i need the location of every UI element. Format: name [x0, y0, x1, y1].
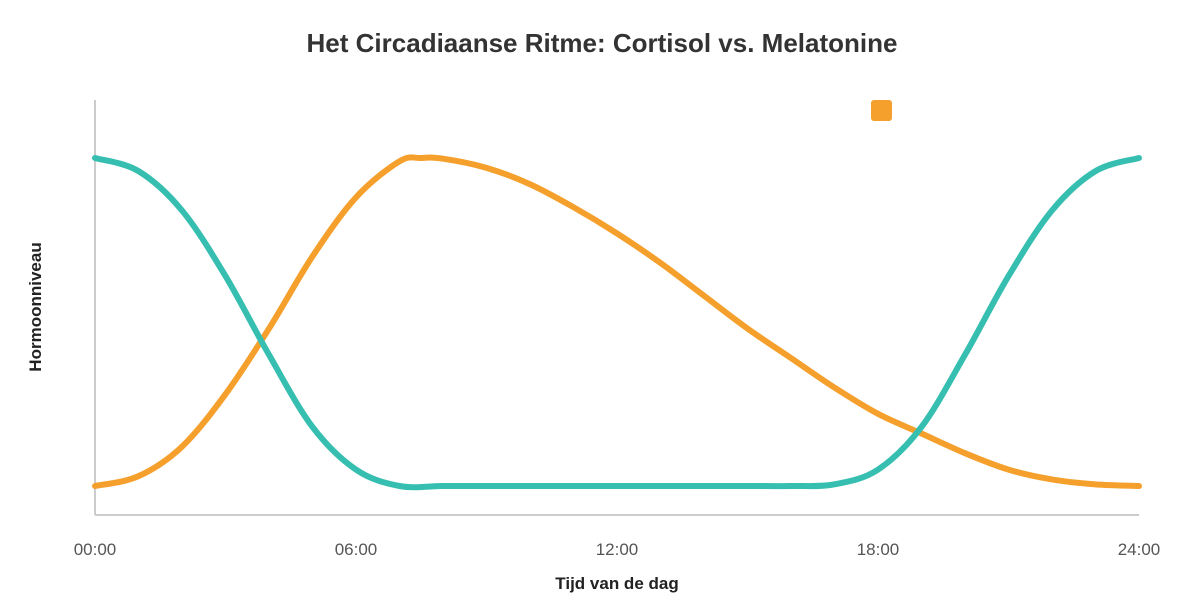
cortisol-line — [92, 154, 1142, 489]
series-lines — [92, 154, 1142, 491]
legend-marker[interactable] — [871, 100, 892, 121]
x-tick-label: 12:00 — [596, 540, 639, 559]
legend — [871, 100, 892, 121]
melatonin-line — [92, 155, 1142, 491]
x-tick-label: 18:00 — [857, 540, 900, 559]
x-tick-label: 00:00 — [74, 540, 117, 559]
chart-title: Het Circadiaanse Ritme: Cortisol vs. Mel… — [306, 28, 898, 58]
x-tick-label: 06:00 — [335, 540, 378, 559]
x-tick-label: 24:00 — [1118, 540, 1161, 559]
x-tick-labels: 00:00 06:00 12:00 18:00 24:00 — [74, 540, 1161, 559]
x-axis-label: Tijd van de dag — [555, 574, 679, 593]
